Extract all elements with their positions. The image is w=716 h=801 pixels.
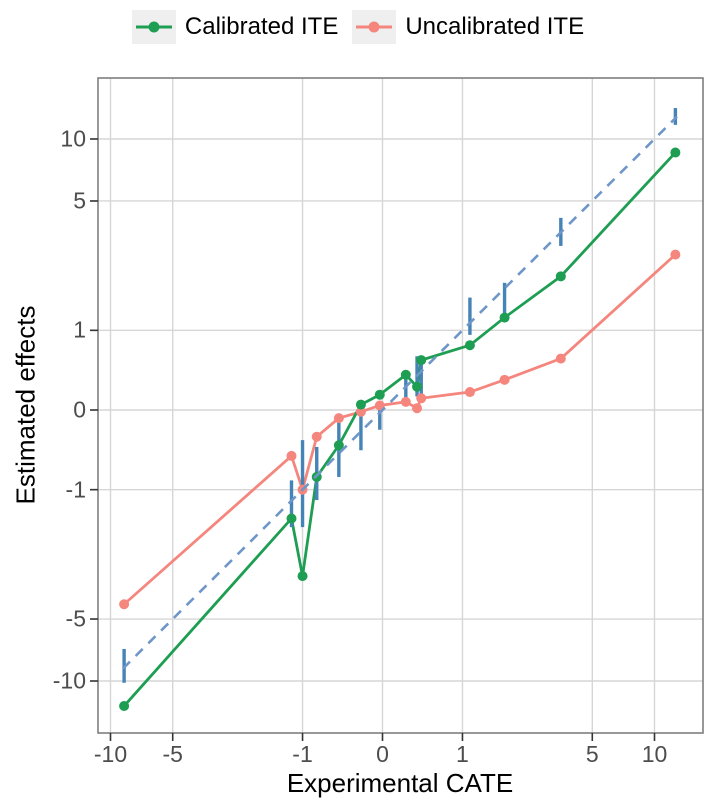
x-tick-label: 0 <box>376 741 389 767</box>
y-axis-title: Estimated effects <box>10 305 41 505</box>
series-line-uncalibrated-ite <box>123 253 677 606</box>
data-point-uncalibrated-ite <box>412 403 423 414</box>
data-point-uncalibrated-ite <box>499 374 510 385</box>
data-point-uncalibrated-ite <box>400 396 411 407</box>
y-tick-label: -1 <box>65 476 86 503</box>
legend-label-calibrated-ite: Calibrated ITE <box>184 13 339 40</box>
data-point-uncalibrated-ite <box>555 353 566 364</box>
data-point-calibrated-ite <box>464 340 475 351</box>
x-tick-label: 10 <box>641 741 668 767</box>
data-point-calibrated-ite <box>355 399 366 410</box>
panel-border <box>97 77 704 734</box>
y-tick-label: 10 <box>60 125 86 152</box>
x-tick-label: -5 <box>162 741 183 767</box>
data-point-calibrated-ite <box>416 355 427 366</box>
data-point-calibrated-ite <box>286 513 297 524</box>
data-point-calibrated-ite <box>333 440 344 451</box>
legend: Calibrated ITE Uncalibrated ITE <box>0 6 716 48</box>
data-point-uncalibrated-ite <box>355 406 366 417</box>
data-point-uncalibrated-ite <box>374 400 385 411</box>
data-point-calibrated-ite <box>119 701 130 712</box>
data-point-calibrated-ite <box>670 147 681 158</box>
data-point-uncalibrated-ite <box>286 450 297 461</box>
legend-item-uncalibrated-ite: Uncalibrated ITE <box>352 10 584 44</box>
data-point-uncalibrated-ite <box>670 249 681 260</box>
legend-key-calibrated-ite <box>131 10 176 44</box>
data-point-uncalibrated-ite <box>119 599 130 610</box>
legend-glyph-uncalibrated-ite <box>356 21 393 33</box>
data-point-uncalibrated-ite <box>416 393 427 404</box>
data-point-calibrated-ite <box>412 381 423 392</box>
x-tick-label: -1 <box>292 741 313 767</box>
legend-item-calibrated-ite: Calibrated ITE <box>131 10 339 44</box>
data-point-uncalibrated-ite <box>311 431 322 442</box>
y-tick-label: 1 <box>73 316 86 343</box>
legend-label-uncalibrated-ite: Uncalibrated ITE <box>405 13 585 40</box>
data-point-calibrated-ite <box>297 571 308 582</box>
y-tick-label: -5 <box>65 605 86 632</box>
data-point-uncalibrated-ite <box>333 413 344 424</box>
identity-line <box>121 115 678 670</box>
data-point-calibrated-ite <box>374 389 385 400</box>
y-tick-label: 0 <box>73 396 86 423</box>
data-point-uncalibrated-ite <box>464 387 475 398</box>
data-point-calibrated-ite <box>555 271 566 282</box>
legend-glyph-calibrated-ite <box>135 21 172 33</box>
series-line-calibrated-ite <box>123 151 677 707</box>
data-point-calibrated-ite <box>400 369 411 380</box>
x-tick-label: 1 <box>456 741 469 767</box>
x-axis-title: Experimental CATE <box>286 768 514 798</box>
y-tick-label: -10 <box>52 667 86 694</box>
data-point-calibrated-ite <box>499 312 510 323</box>
y-tick-label: 5 <box>73 187 86 214</box>
x-tick-label: -10 <box>93 741 128 767</box>
legend-key-uncalibrated-ite <box>352 10 397 44</box>
x-tick-label: 5 <box>585 741 599 767</box>
